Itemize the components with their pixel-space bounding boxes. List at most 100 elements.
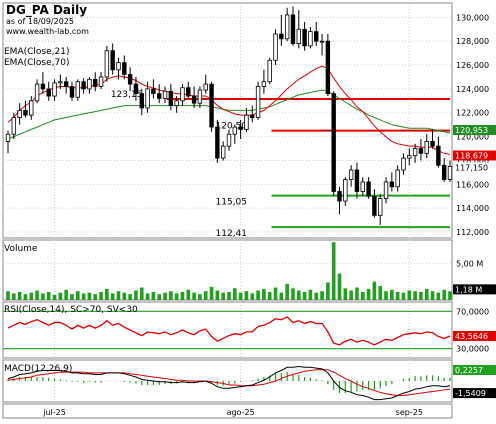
candle-up: [267, 59, 272, 83]
volume-bar: [157, 294, 162, 300]
macd-line: [7, 365, 451, 401]
volume-bar: [174, 293, 179, 300]
price-tick-label: 120,000: [456, 133, 489, 142]
volume-bar: [186, 289, 191, 300]
candle-up: [5, 133, 11, 142]
candle-down: [389, 181, 395, 188]
candle-down: [238, 126, 243, 130]
volume-bar: [17, 291, 22, 300]
candle-down: [186, 87, 191, 97]
price-tick-label: 116,000: [456, 180, 489, 189]
candle-up: [34, 83, 40, 102]
signal-last-tag-bg: [453, 388, 496, 399]
axis-labels: jul-25 ago-25 sep-25 112,000 114,000 116,000 1…: [42, 13, 489, 417]
candle-up: [348, 169, 354, 180]
volume-bar: [105, 289, 109, 300]
rsi-tick-label: 30,0000: [456, 345, 489, 354]
candle-down: [46, 88, 51, 97]
volume-bar: [267, 291, 272, 300]
volume-bar: [41, 293, 45, 300]
pane-frame-price: [2, 2, 453, 239]
volume-bar: [296, 290, 301, 300]
volume-pane-title: Volume: [4, 244, 38, 254]
volume-bar: [372, 281, 377, 300]
volume-bar: [35, 290, 39, 300]
candle-up: [145, 88, 150, 109]
pane-frame-vol: [2, 239, 453, 301]
rsi-plot: [3, 310, 452, 350]
volume-bar: [256, 290, 260, 300]
volume-bar: [436, 292, 441, 300]
volume-bar: [227, 291, 231, 300]
candle-up: [75, 81, 80, 98]
volume-bar: [169, 291, 173, 300]
candle-down: [40, 83, 46, 90]
price-tick-label: 118,000: [456, 156, 489, 165]
candle-down: [93, 78, 98, 87]
date-tick-label: sep-25: [396, 408, 423, 417]
volume-bar: [331, 242, 336, 300]
candle-up: [273, 33, 278, 61]
volume-bar: [273, 287, 278, 300]
volume-bar: [128, 294, 132, 300]
volume-bar: [151, 291, 156, 300]
volume-bar: [221, 292, 225, 300]
volume-bar: [75, 291, 80, 300]
candle-down: [191, 95, 197, 104]
ema70-last-tag-bg: [453, 125, 496, 136]
candle-up: [407, 155, 412, 159]
volume-bar: [215, 290, 220, 300]
candle-up: [395, 169, 400, 188]
candle-down: [290, 14, 296, 44]
volume-bar: [163, 292, 167, 300]
candle-down: [209, 83, 214, 128]
volume-bar: [99, 291, 103, 300]
volume-bar: [419, 291, 423, 300]
candle-up: [226, 133, 232, 147]
website-label: www.wealth-lab.com: [6, 27, 89, 36]
volume-bar: [413, 291, 417, 300]
volume-bar: [238, 292, 243, 300]
value-tags: 120,953 118,679 117,150 1,18 M 43,5646 0,2257…: [453, 125, 496, 399]
candle-up: [308, 31, 313, 47]
date-axis-frame: [2, 403, 453, 419]
candle-down: [331, 93, 336, 192]
macd-plot: [7, 365, 451, 401]
candle-down: [314, 31, 319, 42]
candle-up: [180, 87, 185, 102]
volume-bar: [6, 291, 10, 300]
candle-down: [63, 81, 69, 87]
volume-bar: [430, 291, 435, 300]
volume-bar: [23, 294, 28, 300]
macd-pane-title: MACD(12,26,9): [4, 364, 73, 374]
volume-bar: [320, 291, 324, 300]
rsi-tick-label: 70,0000: [456, 307, 489, 316]
price-tick-label: 112,000: [456, 228, 489, 237]
candle-down: [151, 88, 156, 95]
candle-down: [215, 126, 220, 159]
volume-last-tag: 1,18 M: [455, 285, 482, 294]
candle-up: [29, 100, 34, 116]
candle-down: [139, 93, 144, 109]
volume-bar: [70, 294, 74, 300]
candle-down: [325, 40, 331, 95]
candle-up: [378, 198, 383, 216]
volume-bar: [192, 292, 196, 300]
volume-bar: [64, 289, 68, 300]
ema70-last-tag: 120,953: [455, 126, 488, 135]
candle-up: [284, 14, 290, 40]
date-tick-label: ago-25: [227, 408, 255, 417]
candle-down: [157, 93, 162, 99]
volume-bar: [262, 289, 266, 300]
volume-bar: [337, 273, 342, 300]
level-label: 112,41: [216, 229, 248, 239]
volume-bar: [250, 293, 255, 300]
candlesticks: [5, 6, 453, 225]
macd-last-tag-bg: [453, 365, 496, 375]
volume-bar: [355, 287, 359, 300]
candle-up: [104, 50, 110, 78]
ema70-line: [7, 89, 451, 140]
volume-bar: [279, 292, 284, 300]
candle-up: [203, 83, 208, 91]
